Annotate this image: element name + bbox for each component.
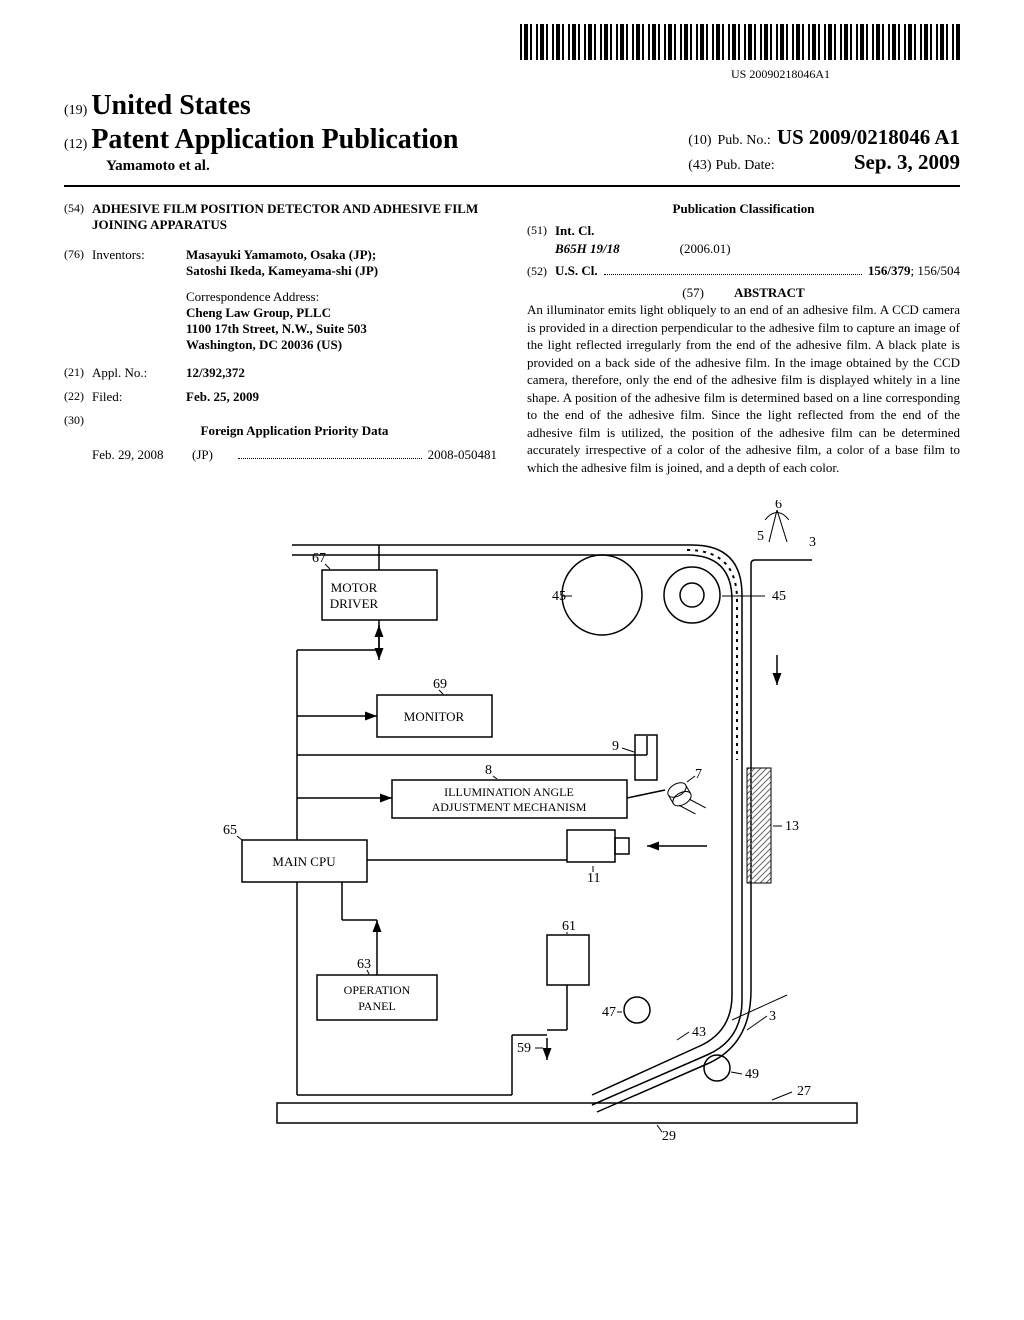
figure-svg: 6 5 3 45 45 9 7 13 11 61 47 43 3	[147, 500, 877, 1150]
foreign-row: Feb. 29, 2008 (JP) 2008-050481	[92, 447, 497, 463]
label-49: 49	[745, 1067, 759, 1082]
label-45b: 45	[772, 589, 786, 604]
label-3a: 3	[809, 535, 816, 550]
intcl-class: B65H 19/18	[555, 241, 620, 257]
inventors-label: Inventors:	[92, 247, 186, 279]
illum-label-1: ILLUMINATION ANGLE	[444, 785, 574, 799]
intcl-label: Int. Cl.	[555, 223, 960, 239]
op-label-2: PANEL	[358, 999, 396, 1013]
country-name: United States	[91, 90, 250, 121]
appl-label: Appl. No.:	[92, 365, 186, 381]
corr-line3: Washington, DC 20036 (US)	[186, 337, 497, 353]
label-59: 59	[517, 1041, 531, 1056]
foreign-country: (JP)	[192, 447, 232, 463]
right-column: Publication Classification (51) Int. Cl.…	[527, 201, 960, 476]
label-47: 47	[602, 1005, 616, 1020]
label-9: 9	[612, 739, 619, 754]
uscl-rest: ; 156/504	[911, 263, 960, 279]
figure: 6 5 3 45 45 9 7 13 11 61 47 43 3	[64, 500, 960, 1150]
uscl-code: (52)	[527, 264, 555, 279]
pubdate-code: (43)	[688, 158, 711, 173]
divider	[64, 185, 960, 187]
corr-label: Correspondence Address:	[186, 289, 497, 305]
label-11: 11	[587, 871, 600, 886]
abstract-text: An illuminator emits light obliquely to …	[527, 301, 960, 476]
barcode-section: US 20090218046A1	[64, 24, 960, 82]
label-29: 29	[662, 1129, 676, 1144]
label-43: 43	[692, 1025, 706, 1040]
label-65: 65	[223, 823, 237, 838]
pc-title: Publication Classification	[527, 201, 960, 217]
title-text: ADHESIVE FILM POSITION DETECTOR AND ADHE…	[92, 201, 497, 233]
label-27: 27	[797, 1084, 811, 1099]
abs-code: (57)	[682, 285, 704, 301]
cpu-label: MAIN CPU	[272, 854, 336, 869]
corr-line2: 1100 17th Street, N.W., Suite 503	[186, 321, 497, 337]
barcode-icon	[520, 24, 960, 60]
title-code: (54)	[64, 201, 92, 233]
authors: Yamamoto et al.	[106, 158, 458, 175]
foreign-date: Feb. 29, 2008	[92, 447, 192, 463]
label-63: 63	[357, 957, 371, 972]
op-label-1: OPERATION	[344, 983, 411, 997]
label-5: 5	[757, 529, 764, 544]
label-3b: 3	[769, 1009, 776, 1024]
motor-driver-label-2: DRIVER	[330, 596, 379, 611]
label-67: 67	[312, 551, 326, 566]
filed-value: Feb. 25, 2009	[186, 389, 497, 405]
filed-code: (22)	[64, 389, 92, 405]
pubdate-label: Pub. Date:	[716, 158, 775, 173]
left-column: (54) ADHESIVE FILM POSITION DETECTOR AND…	[64, 201, 497, 476]
appl-value: 12/392,372	[186, 365, 497, 381]
label-69: 69	[433, 677, 447, 692]
pubno-code: (10)	[688, 133, 711, 149]
illum-label-2: ADJUSTMENT MECHANISM	[432, 800, 587, 814]
correspondence: Correspondence Address: Cheng Law Group,…	[186, 289, 497, 353]
label-7: 7	[695, 767, 702, 782]
label-8: 8	[485, 763, 492, 778]
uscl-main: 156/379	[868, 263, 911, 279]
intcl-code: (51)	[527, 223, 555, 239]
uscl-label: U.S. Cl.	[555, 263, 598, 279]
abs-label: ABSTRACT	[734, 285, 805, 301]
appl-code: (21)	[64, 365, 92, 381]
motor-driver-label-1: MOTOR	[331, 580, 378, 595]
monitor-label: MONITOR	[404, 709, 465, 724]
label-61: 61	[562, 919, 576, 934]
filed-label: Filed:	[92, 389, 186, 405]
pub-code: (12)	[64, 137, 87, 152]
corr-line1: Cheng Law Group, PLLC	[186, 305, 497, 321]
label-13: 13	[785, 819, 799, 834]
pubno-label: Pub. No.:	[718, 133, 771, 149]
intcl-year: (2006.01)	[680, 241, 731, 257]
country-code: (19)	[64, 103, 87, 118]
label-6: 6	[775, 500, 782, 512]
foreign-num: 2008-050481	[428, 447, 497, 463]
inventors-text: Masayuki Yamamoto, Osaka (JP); Satoshi I…	[186, 247, 497, 279]
barcode-number: US 20090218046A1	[64, 67, 830, 82]
foreign-header: Foreign Application Priority Data	[92, 423, 497, 439]
pubno: US 2009/0218046 A1	[777, 125, 960, 150]
pub-type: Patent Application Publication	[91, 124, 458, 155]
foreign-code: (30)	[64, 413, 92, 447]
inventors-code: (76)	[64, 247, 92, 279]
pubdate: Sep. 3, 2009	[854, 150, 960, 175]
